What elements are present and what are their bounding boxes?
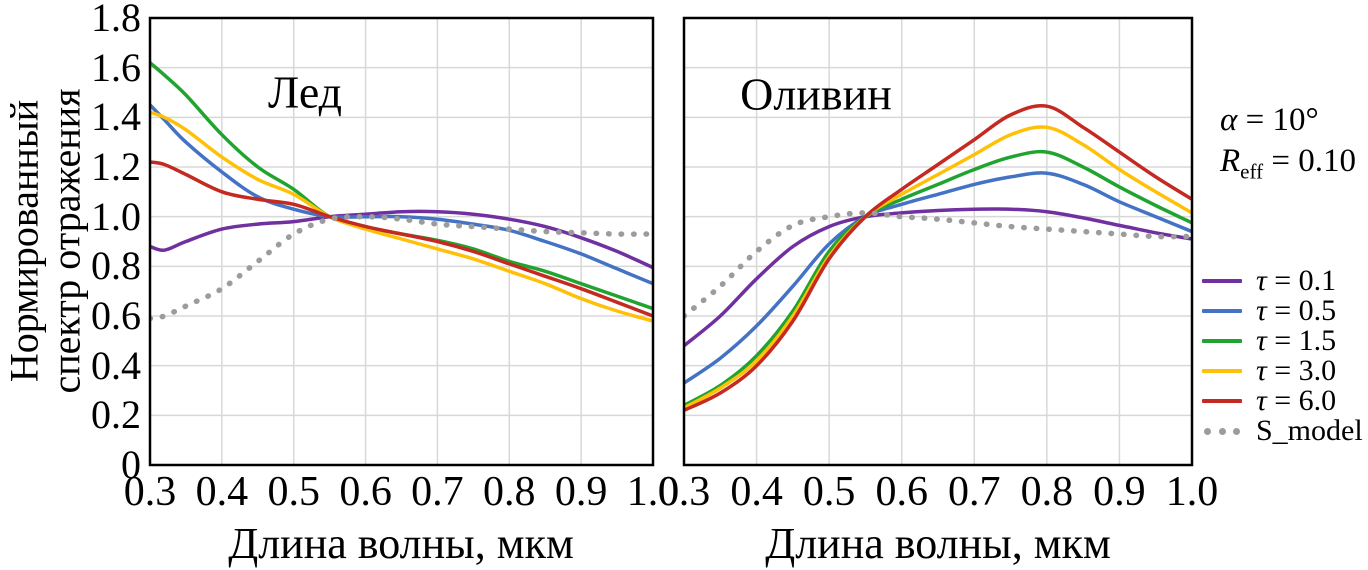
- y-tick-1.4: 1.4: [91, 94, 141, 140]
- x-tick-ice-0.7: 0.7: [411, 469, 464, 515]
- y-tick-0: 0: [121, 442, 141, 487]
- legend-label-tau-0.1: τ = 0.1: [1256, 264, 1337, 297]
- x-axis-title-right: Длина волны, мкм: [765, 519, 1111, 568]
- y-tick-0.6: 0.6: [91, 293, 141, 338]
- x-tick-olivine-0.9: 0.9: [1093, 469, 1146, 515]
- legend-line: [1202, 369, 1242, 373]
- legend-swatch-s-model: [1202, 427, 1242, 435]
- legend-swatch-tau-0.1: [1202, 279, 1242, 283]
- x-tick-ice-0.8: 0.8: [483, 469, 536, 515]
- reff-symbol: R: [1220, 143, 1241, 179]
- x-tick-olivine-0.7: 0.7: [948, 469, 1001, 515]
- legend-line: [1202, 279, 1242, 283]
- legend-dot: [1218, 427, 1226, 435]
- curve-tau-3.0-ice: [151, 110, 652, 323]
- legend-symbol: τ: [1256, 384, 1267, 417]
- x-tick-olivine-0.3: 0.3: [657, 469, 711, 515]
- x-tick-ice-0.5: 0.5: [267, 469, 320, 515]
- legend-item-tau-1.5: τ = 1.5: [1202, 324, 1363, 357]
- legend-swatch-tau-0.5: [1202, 309, 1242, 313]
- alpha-symbol: α: [1220, 102, 1238, 138]
- legend-label-tau-0.5: τ = 0.5: [1256, 294, 1337, 327]
- annotation-block: α = 10° Reff = 0.10: [1220, 100, 1356, 182]
- gridlines-ice: [150, 18, 653, 465]
- legend-item-tau-6.0: τ = 6.0: [1202, 384, 1363, 417]
- x-axis-title-left: Длина волны, мкм: [228, 519, 574, 568]
- panel-border-ice: [148, 16, 655, 467]
- curve-tau-3.0-olivine: [685, 125, 1191, 410]
- panel-ice: [148, 16, 655, 467]
- legend-swatch-tau-6.0: [1202, 399, 1242, 403]
- gridlines-olivine: [684, 18, 1192, 465]
- curve-tau-6.0-olivine: [685, 103, 1191, 412]
- curve-s-model-ice: [151, 213, 652, 322]
- curves-ice: [151, 61, 652, 323]
- legend-line: [1202, 339, 1242, 343]
- legend-label-tau-1.5: τ = 1.5: [1256, 324, 1337, 357]
- curve-tau-1.5-ice: [151, 61, 652, 311]
- legend-item-tau-0.1: τ = 0.1: [1202, 264, 1363, 297]
- legend-dot: [1233, 427, 1240, 435]
- annotation-reff: Reff = 0.10: [1220, 141, 1356, 182]
- legend-symbol: τ: [1256, 324, 1267, 357]
- legend-dot: [1204, 427, 1211, 435]
- panel-border-olivine: [682, 16, 1194, 467]
- curve-s-model-olivine: [685, 210, 1191, 319]
- x-tick-olivine-0.4: 0.4: [730, 469, 783, 515]
- legend-line: [1202, 309, 1242, 313]
- legend: τ = 0.1 τ = 0.5 τ = 1.5 τ = 3.0 τ = 6.0 S_mod…: [1202, 264, 1363, 447]
- y-tick-0.8: 0.8: [91, 243, 141, 289]
- legend-symbol: τ: [1256, 264, 1267, 297]
- legend-symbol: τ: [1256, 294, 1267, 327]
- y-tick-0.4: 0.4: [91, 342, 141, 388]
- curves-olivine: [685, 103, 1191, 412]
- y-tick-0.2: 0.2: [91, 392, 141, 438]
- legend-swatch-tau-3.0: [1202, 369, 1242, 373]
- x-tick-olivine-0.5: 0.5: [802, 469, 856, 515]
- x-tick-ice-0.6: 0.6: [339, 469, 392, 515]
- legend-line: [1202, 399, 1242, 403]
- curve-tau-1.5-olivine: [685, 149, 1191, 407]
- legend-item-tau-0.5: τ = 0.5: [1202, 294, 1363, 327]
- legend-symbol: τ: [1256, 354, 1267, 387]
- y-tick-1.6: 1.6: [91, 44, 141, 90]
- x-tick-ice-0.9: 0.9: [554, 469, 608, 515]
- x-tick-olivine-0.8: 0.8: [1020, 469, 1074, 515]
- legend-label-tau-3.0: τ = 3.0: [1256, 354, 1337, 387]
- legend-item-s-model: S_model: [1202, 414, 1363, 447]
- legend-swatch-tau-1.5: [1202, 339, 1242, 343]
- panel-title-olivine: Оливин: [740, 68, 892, 120]
- alpha-value: = 10°: [1237, 102, 1319, 138]
- y-tick-1.0: 1.0: [91, 193, 141, 239]
- x-tick-ice-0.3: 0.3: [123, 469, 177, 515]
- reff-value: = 0.10: [1263, 143, 1356, 179]
- y-tick-1.8: 1.8: [91, 0, 141, 40]
- legend-item-tau-3.0: τ = 3.0: [1202, 354, 1363, 387]
- y-tick-1.2: 1.2: [91, 144, 141, 189]
- curve-tau-0.1-ice: [151, 209, 652, 270]
- legend-label-s-model: S_model: [1256, 414, 1363, 447]
- curve-tau-0.5-olivine: [685, 171, 1191, 385]
- x-tick-ice-0.4: 0.4: [195, 469, 249, 515]
- y-axis-title-line1: Нормированный: [1, 99, 47, 383]
- x-tick-olivine-1.0: 1.0: [1165, 469, 1219, 515]
- legend-label-tau-6.0: τ = 6.0: [1256, 384, 1337, 417]
- x-tick-ice-1.0: 1.0: [626, 469, 680, 515]
- annotation-alpha: α = 10°: [1220, 100, 1356, 141]
- curve-tau-0.1-olivine: [685, 207, 1191, 348]
- panel-olivine: [682, 16, 1194, 467]
- x-tick-olivine-0.6: 0.6: [875, 469, 928, 515]
- curve-tau-6.0-ice: [151, 160, 652, 318]
- reff-subscript: eff: [1240, 159, 1264, 184]
- panel-title-ice: Лед: [267, 66, 343, 118]
